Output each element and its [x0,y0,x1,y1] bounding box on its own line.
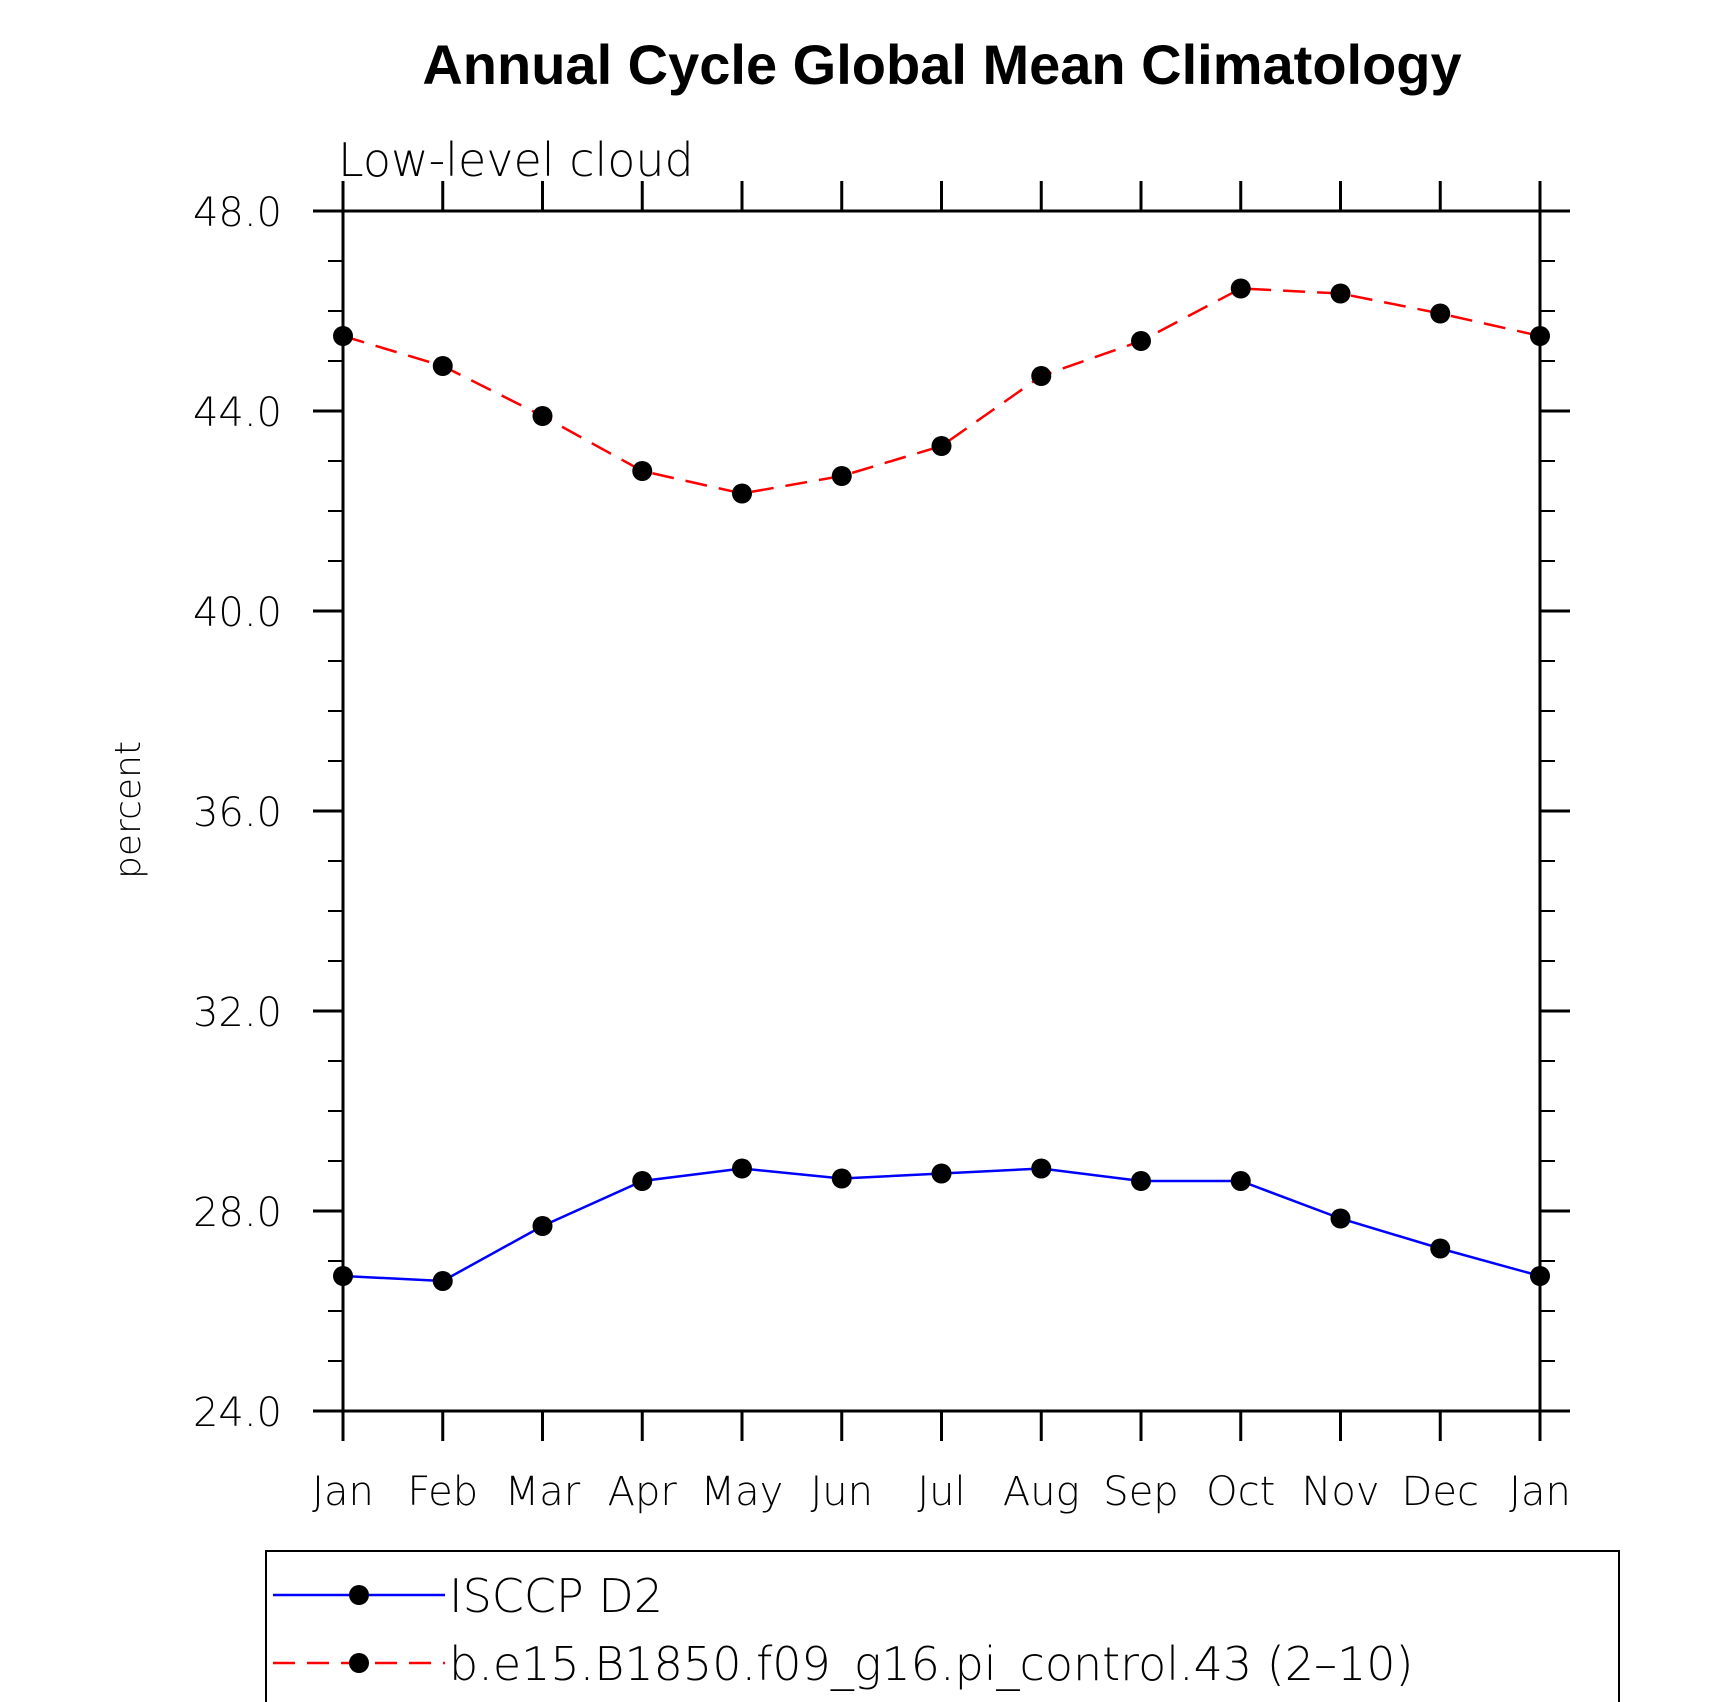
y-tick-label: 28.0 [193,1190,282,1236]
series-0-point [532,1216,553,1236]
series-1-point [532,406,553,426]
x-tick-label: Jan [1509,1469,1571,1515]
legend: ISCCP D2 b.e15.B1850.f09_g16.pi_control.4… [265,1550,1620,1702]
chart-subtitle: Low-level cloud [338,133,694,187]
series-1-point [1031,366,1052,386]
chart-title: Annual Cycle Global Mean Climatology [422,33,1461,96]
x-tick-label: Oct [1206,1469,1275,1515]
series-1-point [831,466,852,486]
series-0-point [1230,1171,1251,1191]
y-axis-label: percent [108,741,149,879]
series-1-point [1530,326,1550,346]
series-0-point [333,1266,353,1286]
series-0-point [1430,1238,1451,1259]
series-0-point [732,1158,752,1179]
x-tick-label: Feb [407,1469,478,1515]
series-0-point [1330,1208,1351,1229]
y-tick-label: 44.0 [193,390,282,436]
legend-label-1: b.e15.B1850.f09_g16.pi_control.43 (2–10) [449,1637,1413,1691]
series-1-point [432,356,453,376]
series-0-point [632,1171,653,1191]
series-0-point [1530,1266,1550,1286]
series-line-0 [342,1167,1541,1283]
y-tick-label: 32.0 [193,990,282,1036]
x-tick-label: Mar [505,1469,581,1515]
x-tick-label: Jul [917,1469,965,1515]
legend-label-0: ISCCP D2 [449,1569,663,1623]
x-tick-label: Apr [608,1469,678,1515]
series-layer [333,278,1550,1291]
ticks-layer: Jan Feb Mar Apr May Jun Jul Aug Sep Oct Nov Dec Jan 2… [193,181,1571,1515]
series-0-point [432,1271,453,1291]
x-tick-label: Aug [1003,1469,1080,1515]
series-1-point [1131,331,1151,351]
series-1-point [1230,278,1251,299]
y-tick-label: 48.0 [193,190,282,236]
y-tick-label: 40.0 [193,590,282,636]
legend-box [265,1550,1620,1702]
x-tick-label: May [701,1469,784,1515]
x-tick-label: Jun [811,1469,874,1515]
series-1-point [931,436,952,456]
series-1-point [732,483,752,504]
legend-marker-0 [349,1585,369,1605]
x-tick-label: Dec [1402,1469,1479,1515]
plot-frame [341,209,1542,1413]
series-0-point [1031,1158,1052,1179]
series-1-point [333,326,353,346]
series-1-point [1330,283,1351,304]
series-1-point [1430,303,1451,324]
x-tick-label: Nov [1301,1469,1379,1515]
series-0-point [1131,1171,1151,1191]
y-tick-label: 24.0 [193,1390,282,1436]
series-0-point [931,1163,952,1184]
series-1-point [632,461,653,481]
series-0-point [831,1168,852,1189]
legend-marker-1 [349,1653,369,1673]
y-tick-label: 36.0 [193,790,282,836]
x-tick-label: Sep [1103,1469,1178,1515]
series-line-1 [342,287,1541,495]
x-tick-label: Jan [312,1469,374,1515]
